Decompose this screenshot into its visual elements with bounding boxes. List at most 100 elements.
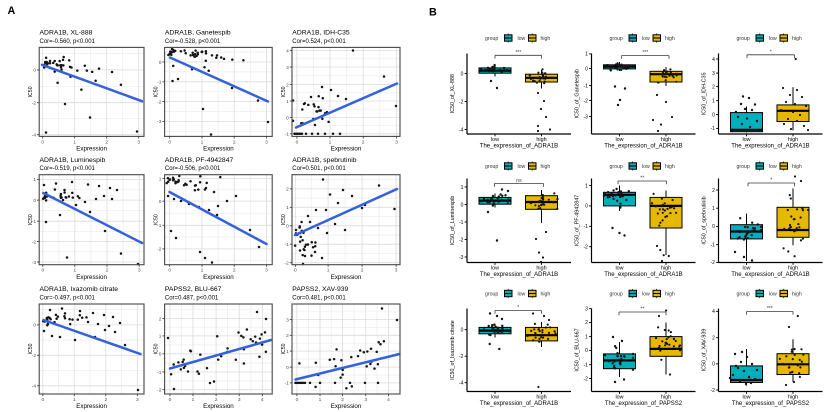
svg-text:The_expression_of_ADRA1B: The_expression_of_ADRA1B bbox=[604, 272, 682, 278]
svg-text:low: low bbox=[642, 164, 650, 170]
svg-text:0: 0 bbox=[168, 268, 171, 274]
svg-text:-2: -2 bbox=[583, 98, 588, 104]
svg-text:-1: -1 bbox=[32, 219, 37, 225]
svg-text:high: high bbox=[788, 137, 798, 143]
svg-text:ADRA1B, IDH-C35: ADRA1B, IDH-C35 bbox=[292, 30, 350, 37]
svg-text:low: low bbox=[742, 137, 750, 143]
svg-text:-2: -2 bbox=[157, 99, 162, 105]
svg-text:group: group bbox=[610, 164, 623, 170]
svg-text:2: 2 bbox=[286, 82, 289, 88]
svg-text:1: 1 bbox=[73, 139, 76, 145]
svg-text:high: high bbox=[665, 164, 675, 170]
svg-text:4: 4 bbox=[712, 309, 715, 315]
svg-text:0: 0 bbox=[712, 224, 715, 230]
svg-text:Expression: Expression bbox=[76, 274, 107, 281]
svg-text:A: A bbox=[8, 5, 16, 17]
svg-text:ADRA1B, Ixazomib citrate: ADRA1B, Ixazomib citrate bbox=[40, 286, 119, 293]
svg-text:Cor=-0.519, p<0.001: Cor=-0.519, p<0.001 bbox=[40, 166, 96, 172]
svg-text:0: 0 bbox=[296, 397, 299, 403]
svg-text:low: low bbox=[769, 164, 777, 170]
svg-text:high: high bbox=[541, 164, 551, 170]
svg-text:-2: -2 bbox=[710, 388, 715, 394]
svg-text:1: 1 bbox=[461, 185, 464, 191]
svg-text:low: low bbox=[491, 394, 499, 400]
svg-text:2: 2 bbox=[712, 84, 715, 90]
svg-text:0: 0 bbox=[159, 60, 162, 66]
svg-text:IC50: IC50 bbox=[153, 86, 159, 97]
svg-text:IC50: IC50 bbox=[281, 343, 287, 354]
svg-text:4: 4 bbox=[387, 397, 390, 403]
svg-text:4: 4 bbox=[286, 48, 289, 54]
svg-text:0: 0 bbox=[461, 71, 464, 77]
svg-text:-2: -2 bbox=[459, 354, 464, 360]
svg-text:***: *** bbox=[767, 306, 773, 312]
svg-text:Cor=0.501, p<0.001: Cor=0.501, p<0.001 bbox=[292, 166, 346, 172]
svg-text:0: 0 bbox=[461, 328, 464, 334]
svg-text:0: 0 bbox=[169, 397, 172, 403]
svg-text:2: 2 bbox=[159, 316, 162, 322]
svg-text:0: 0 bbox=[585, 348, 588, 354]
svg-text:high: high bbox=[788, 265, 798, 271]
svg-text:high: high bbox=[661, 137, 671, 143]
svg-text:*: * bbox=[770, 178, 772, 184]
svg-text:ADRA1B, Ganetespib: ADRA1B, Ganetespib bbox=[165, 30, 231, 37]
svg-text:1: 1 bbox=[201, 268, 204, 274]
svg-text:-4: -4 bbox=[459, 381, 464, 387]
svg-text:2: 2 bbox=[361, 268, 364, 274]
svg-text:-2: -2 bbox=[583, 376, 588, 382]
svg-text:high: high bbox=[665, 292, 675, 298]
svg-text:Expression: Expression bbox=[76, 146, 107, 153]
svg-text:3: 3 bbox=[136, 397, 139, 403]
svg-text:Cor=0.481, p<0.001: Cor=0.481, p<0.001 bbox=[292, 295, 346, 301]
svg-text:IC50: IC50 bbox=[28, 343, 34, 354]
svg-text:0: 0 bbox=[159, 352, 162, 358]
svg-text:-4: -4 bbox=[32, 384, 37, 390]
svg-text:-2: -2 bbox=[157, 388, 162, 394]
svg-text:ADRA1B, XL-888: ADRA1B, XL-888 bbox=[40, 30, 93, 37]
svg-text:0: 0 bbox=[296, 139, 299, 145]
svg-text:-1: -1 bbox=[157, 80, 162, 86]
svg-text:Cor=-0.506, p<0.001: Cor=-0.506, p<0.001 bbox=[165, 166, 221, 172]
svg-text:-1: -1 bbox=[710, 242, 715, 248]
svg-text:0: 0 bbox=[41, 139, 44, 145]
svg-text:IC50: IC50 bbox=[28, 86, 34, 97]
svg-text:1: 1 bbox=[327, 268, 330, 274]
svg-text:Expression: Expression bbox=[76, 403, 107, 410]
svg-text:2: 2 bbox=[362, 139, 365, 145]
svg-text:-3: -3 bbox=[157, 119, 162, 125]
svg-text:*: * bbox=[517, 305, 519, 311]
svg-text:ADRA1B, Luminespib: ADRA1B, Luminespib bbox=[40, 157, 106, 164]
svg-text:0: 0 bbox=[461, 202, 464, 208]
svg-text:**: ** bbox=[641, 307, 645, 313]
svg-text:-2: -2 bbox=[459, 99, 464, 105]
svg-text:PAPSS2, BLU-667: PAPSS2, BLU-667 bbox=[165, 286, 222, 293]
svg-text:0: 0 bbox=[159, 199, 162, 205]
svg-text:2: 2 bbox=[341, 397, 344, 403]
svg-text:low: low bbox=[742, 394, 750, 400]
svg-text:The_expression_of_ADRA1B: The_expression_of_ADRA1B bbox=[604, 143, 682, 149]
svg-text:group: group bbox=[737, 164, 750, 170]
svg-text:0: 0 bbox=[712, 362, 715, 368]
svg-text:0: 0 bbox=[286, 115, 289, 121]
svg-text:group: group bbox=[485, 164, 498, 170]
svg-text:3: 3 bbox=[265, 139, 268, 145]
svg-text:0: 0 bbox=[41, 397, 44, 403]
svg-text:1: 1 bbox=[712, 98, 715, 104]
svg-text:2: 2 bbox=[712, 336, 715, 342]
svg-text:3: 3 bbox=[395, 268, 398, 274]
svg-text:3: 3 bbox=[238, 397, 241, 403]
svg-text:Cor=-0.528, p<0.001: Cor=-0.528, p<0.001 bbox=[165, 39, 221, 45]
svg-text:IC50_of_Luminespib: IC50_of_Luminespib bbox=[450, 196, 456, 245]
svg-text:0: 0 bbox=[33, 323, 36, 329]
svg-text:1: 1 bbox=[286, 205, 289, 211]
svg-text:3: 3 bbox=[265, 268, 268, 274]
svg-text:IC50_of_spebrutinib: IC50_of_spebrutinib bbox=[701, 196, 707, 244]
svg-text:0: 0 bbox=[168, 139, 171, 145]
svg-text:group: group bbox=[610, 36, 623, 42]
svg-text:The_expression_of_ADRA1B: The_expression_of_ADRA1B bbox=[480, 272, 558, 278]
svg-text:IC50_of_PF-4942847: IC50_of_PF-4942847 bbox=[574, 195, 580, 247]
svg-text:0: 0 bbox=[286, 224, 289, 230]
svg-text:Cor=-0.497, p<0.001: Cor=-0.497, p<0.001 bbox=[40, 295, 96, 301]
svg-text:low: low bbox=[769, 36, 777, 42]
svg-text:2: 2 bbox=[233, 268, 236, 274]
